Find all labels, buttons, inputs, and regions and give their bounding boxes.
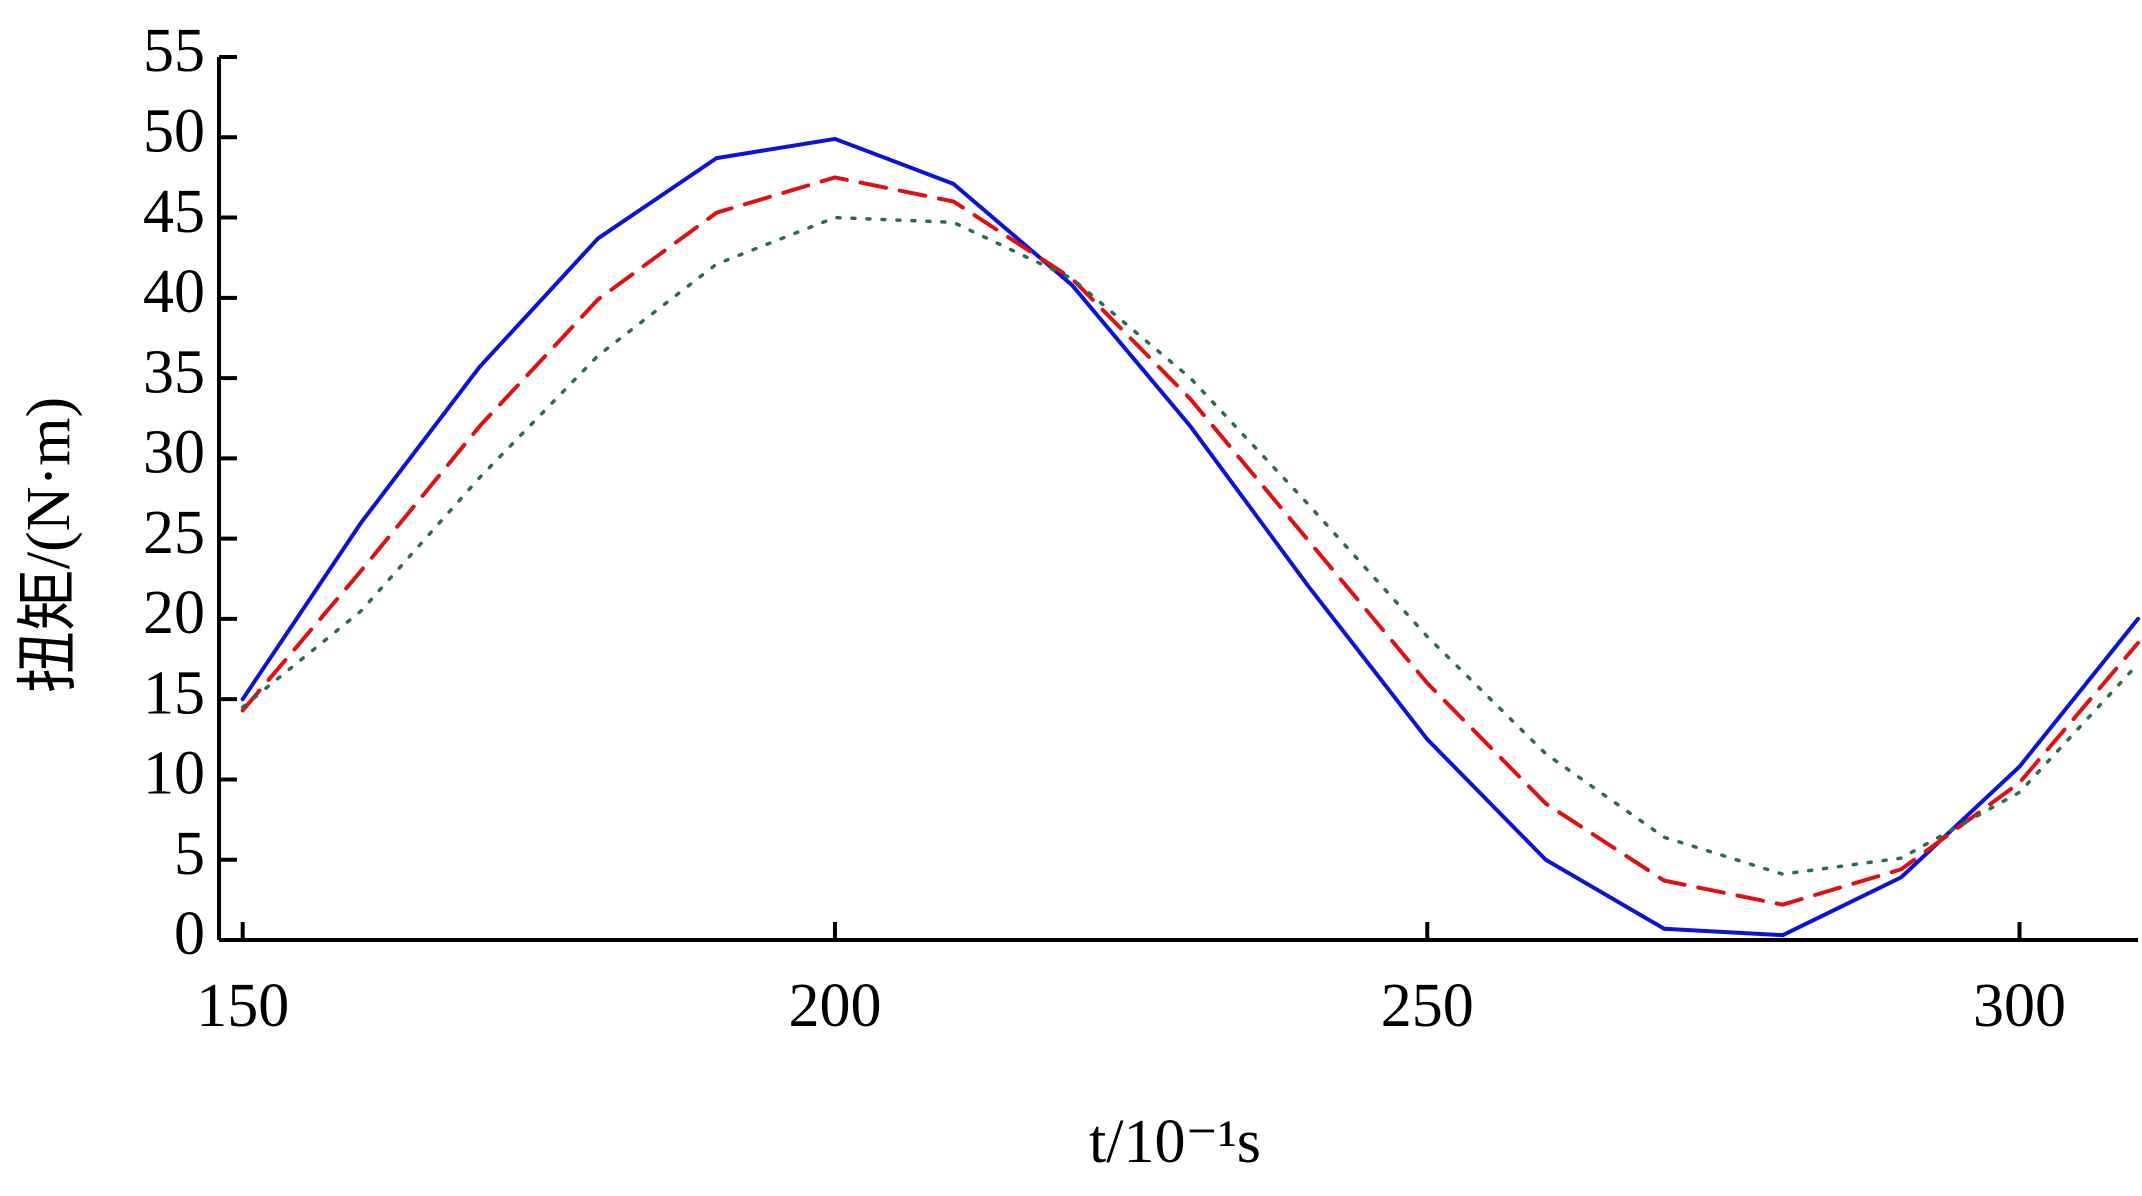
y-tick-label: 0 <box>174 900 205 968</box>
y-tick-label: 15 <box>143 659 205 727</box>
x-tick-label: 150 <box>196 972 289 1040</box>
series-line <box>240 175 2140 907</box>
y-tick-label: 45 <box>143 178 205 246</box>
y-tick-label: 5 <box>174 820 205 888</box>
x-tick-label: 300 <box>1973 972 2066 1040</box>
y-tick-label: 10 <box>143 740 205 808</box>
x-tick-label: 200 <box>788 972 881 1040</box>
y-tick-label: 30 <box>143 419 205 487</box>
series-line <box>240 215 2140 876</box>
y-tick-label: 55 <box>143 17 205 85</box>
x-axis-label: t/10⁻¹s <box>1089 1108 1261 1176</box>
y-tick-label: 20 <box>143 579 205 647</box>
series-line <box>240 136 2140 938</box>
y-tick-label: 50 <box>143 98 205 166</box>
y-tick-label: 35 <box>143 338 205 406</box>
y-tick-label: 40 <box>143 258 205 326</box>
y-tick-label: 25 <box>143 499 205 567</box>
x-tick-label: 250 <box>1381 972 1474 1040</box>
y-axis-label: 扭矩/(N·m) <box>15 397 83 693</box>
